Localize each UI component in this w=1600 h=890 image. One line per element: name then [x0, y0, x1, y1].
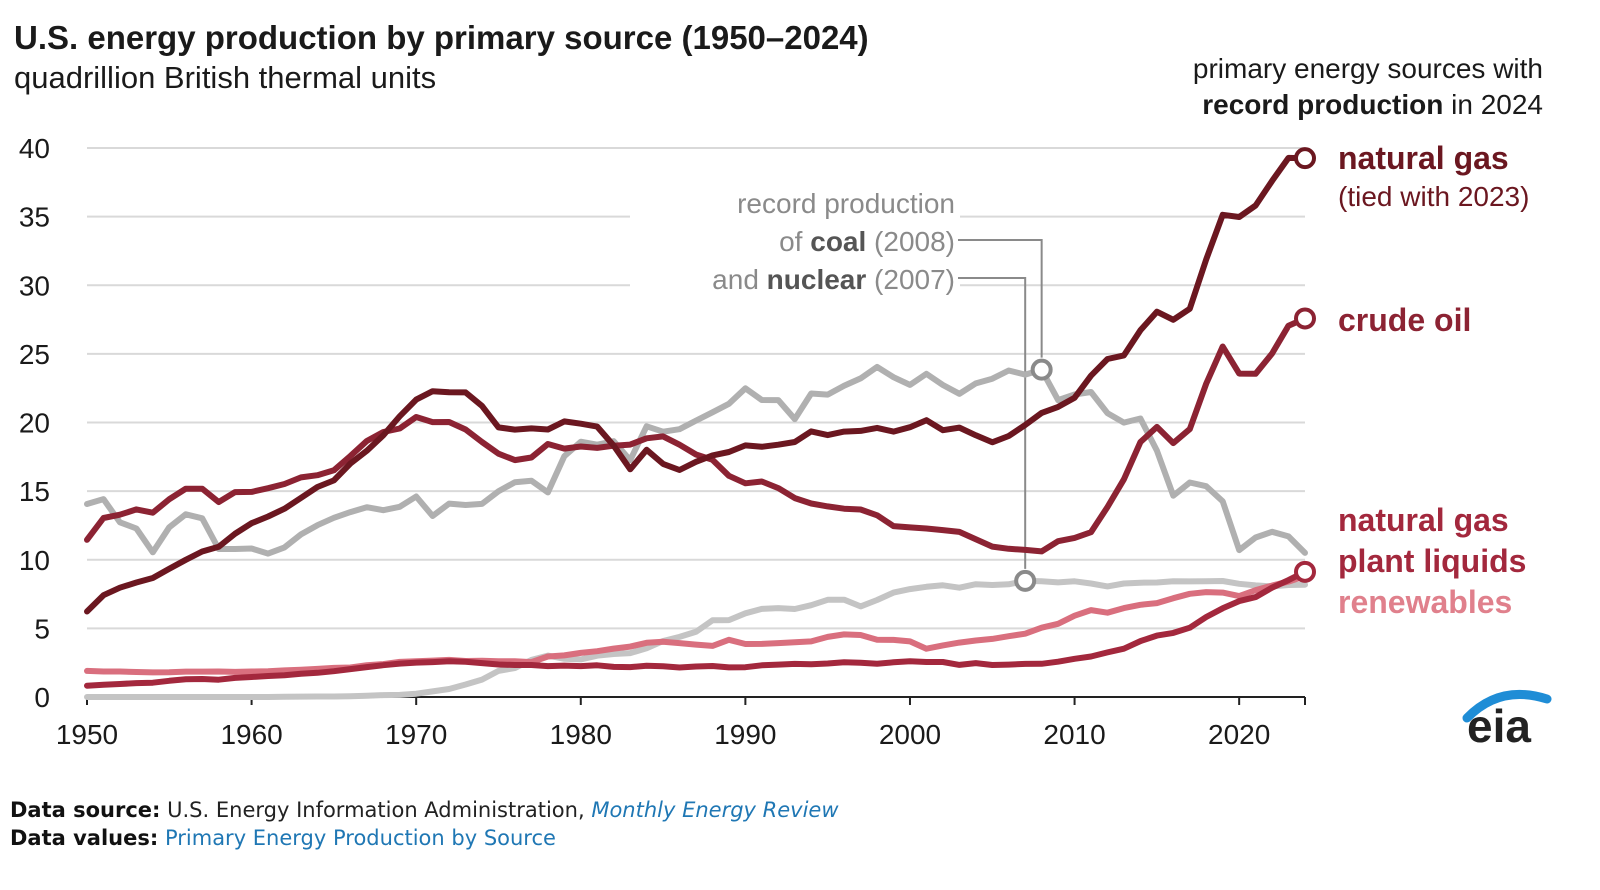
x-tick-label: 1960 — [220, 719, 282, 750]
footer-values-link[interactable]: Primary Energy Production by Source — [164, 826, 556, 850]
x-tick-label: 2000 — [879, 719, 941, 750]
logo-swoosh — [1462, 689, 1552, 723]
record-markers — [1014, 147, 1316, 592]
label-natural-gas-sub: (tied with 2023) — [1338, 181, 1529, 212]
y-tick-label: 30 — [19, 270, 50, 301]
label-crude-oil: crude oil — [1338, 302, 1471, 338]
record-marker-nuclear — [1014, 569, 1037, 592]
x-tick-label: 2010 — [1043, 719, 1105, 750]
record-marker-coal — [1030, 358, 1053, 381]
series-lines — [84, 154, 1308, 700]
x-tick-label: 1980 — [550, 719, 612, 750]
leader-nuclear — [958, 277, 1027, 569]
chart-title: U.S. energy production by primary source… — [14, 19, 869, 56]
annotation-line1: record production — [737, 188, 955, 219]
x-tick-label: 2020 — [1208, 719, 1270, 750]
record-marker-crude-oil — [1294, 307, 1316, 330]
y-tick-label: 15 — [19, 476, 50, 507]
x-axis: 1950 1960 1970 1980 1990 2000 2010 2020 — [56, 696, 1306, 750]
y-axis: 0 5 10 15 20 25 30 35 40 — [19, 133, 50, 713]
annotation-line3: and nuclear (2007) — [712, 264, 955, 295]
label-ngpl-line2: plant liquids — [1338, 543, 1526, 579]
footer-source-link[interactable]: Monthly Energy Review — [591, 798, 839, 822]
series-line-renewables — [84, 573, 1308, 676]
footer-values-label: Data values: — [10, 826, 159, 850]
label-ngpl-line1: natural gas — [1338, 502, 1509, 538]
series-line-coal — [84, 363, 1308, 557]
logo-text: eia — [1467, 700, 1531, 752]
y-tick-label: 0 — [34, 682, 50, 713]
record-marker-ngpl — [1294, 560, 1316, 583]
label-natural-gas: natural gas — [1338, 140, 1509, 176]
annotation-leaders — [958, 239, 1043, 569]
x-tick-label: 1990 — [714, 719, 776, 750]
footer-source-label: Data source: — [10, 798, 161, 822]
series-line-natural-gas — [84, 154, 1308, 615]
record-note-line2: record production in 2024 — [1202, 89, 1543, 120]
eia-logo: eia — [1462, 689, 1552, 752]
y-tick-label: 40 — [19, 133, 50, 164]
series-line-crude-oil — [84, 315, 1308, 555]
record-marker-natural-gas — [1294, 147, 1316, 170]
x-tick-label: 1950 — [56, 719, 118, 750]
y-tick-label: 20 — [19, 408, 50, 439]
footer-source-text: U.S. Energy Information Administration, — [167, 798, 585, 822]
annotation-line2: of coal (2008) — [779, 226, 955, 257]
leader-coal — [958, 239, 1043, 358]
footer-values: Data values: Primary Energy Production b… — [10, 824, 556, 852]
series-line-nuclear — [84, 577, 1308, 700]
y-tick-label: 5 — [34, 613, 50, 644]
chart-subtitle: quadrillion British thermal units — [14, 60, 436, 95]
record-note-line1: primary energy sources with — [1193, 53, 1543, 84]
label-renewables: renewables — [1338, 584, 1512, 620]
footer-source: Data source: U.S. Energy Information Adm… — [10, 796, 839, 824]
y-tick-label: 35 — [19, 202, 50, 233]
x-tick-label: 1970 — [385, 719, 447, 750]
y-tick-label: 10 — [19, 545, 50, 576]
series-line-ngpl — [84, 568, 1308, 689]
y-tick-label: 25 — [19, 339, 50, 370]
annotation-background — [630, 180, 960, 300]
